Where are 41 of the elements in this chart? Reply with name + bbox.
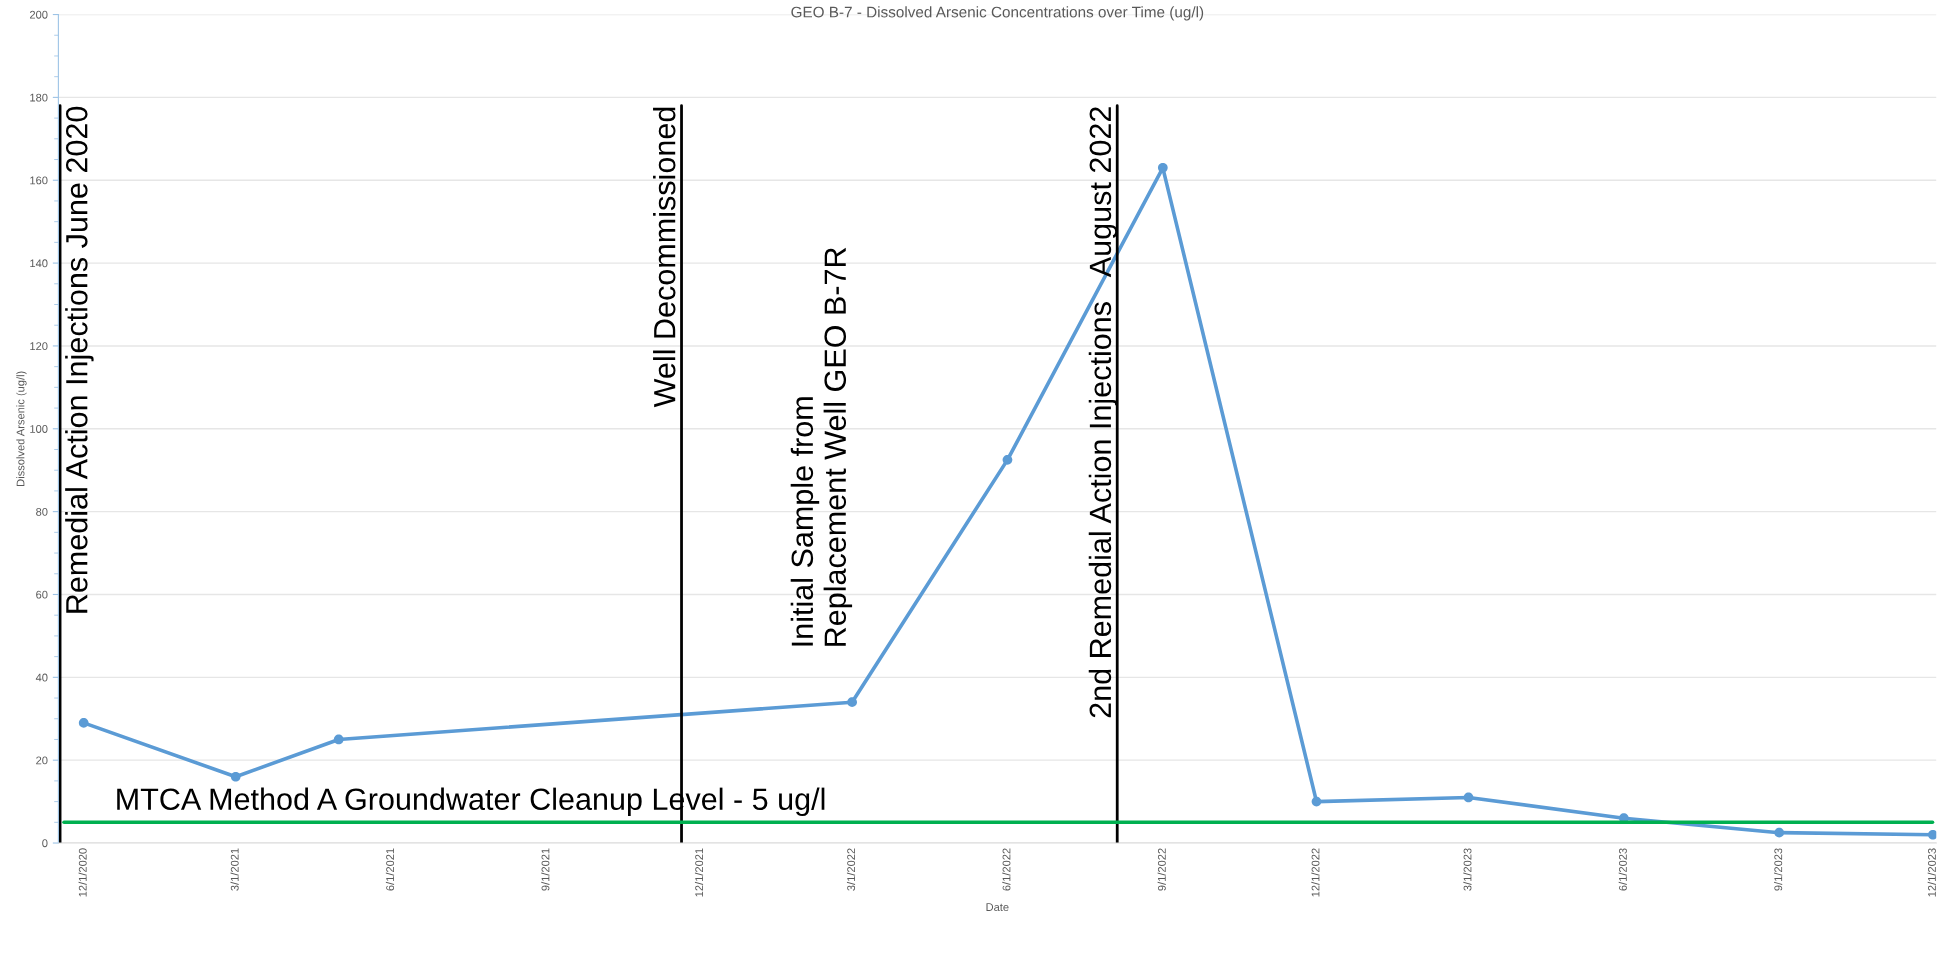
x-tick-label: 3/1/2021	[230, 848, 239, 891]
point	[1928, 829, 1937, 840]
y-tick-label: 0	[42, 839, 48, 848]
x-tick-label: 12/1/2020	[78, 848, 87, 897]
point	[78, 718, 89, 728]
chart-title: GEO B-7 - Dissolved Arsenic Concentrations over Time (ug/l)	[791, 6, 1204, 21]
y-tick-label: 160	[30, 176, 48, 185]
y-tick-label: 40	[35, 673, 48, 682]
x-tick-label: 3/1/2023	[1463, 848, 1472, 891]
point	[1774, 827, 1785, 838]
point	[1311, 796, 1322, 807]
point	[333, 734, 344, 745]
x-tick-label: 9/1/2022	[1157, 848, 1166, 891]
point	[1463, 792, 1474, 803]
x-tick-label: 6/1/2022	[1002, 848, 1011, 891]
point	[1002, 454, 1013, 465]
x-tick-label: 12/1/2021	[694, 848, 704, 897]
y-tick-label: 180	[30, 93, 48, 102]
x-tick-label: 3/1/2022	[846, 848, 856, 891]
y-tick-label: 80	[36, 507, 48, 516]
point	[1157, 162, 1168, 173]
x-tick-label: 6/1/2021	[385, 848, 395, 891]
y-tick-label: 200	[29, 10, 48, 19]
x-axis-title: Date	[986, 903, 1009, 912]
y-tick-label: 100	[30, 425, 48, 433]
y-tick-label: 120	[30, 342, 48, 351]
y-tick-label: 140	[30, 259, 48, 268]
ref-line-label: Remedial Action Injections June 2020	[65, 106, 94, 613]
x-tick-label: 12/1/2023	[1927, 848, 1936, 897]
y-axis-title: Dissolved Arsenic (ug/l)	[16, 371, 27, 486]
y-tick-label: 60	[36, 590, 48, 599]
x-tick-label: 9/1/2021	[541, 848, 550, 891]
annotation: Initial Sample from Replacement Well GEO B-7R	[790, 247, 853, 646]
point	[847, 697, 857, 708]
ref-line-label: Well Decommissioned	[653, 107, 676, 408]
ref-line-label: 2nd Remedial Action Injections August 2022	[1088, 107, 1118, 718]
point	[230, 771, 241, 782]
x-tick-label: 12/1/2022	[1311, 848, 1320, 897]
y-tick-label: 20	[36, 756, 48, 765]
x-tick-label: 6/1/2023	[1618, 848, 1627, 891]
x-tick-label: 9/1/2023	[1774, 848, 1783, 891]
